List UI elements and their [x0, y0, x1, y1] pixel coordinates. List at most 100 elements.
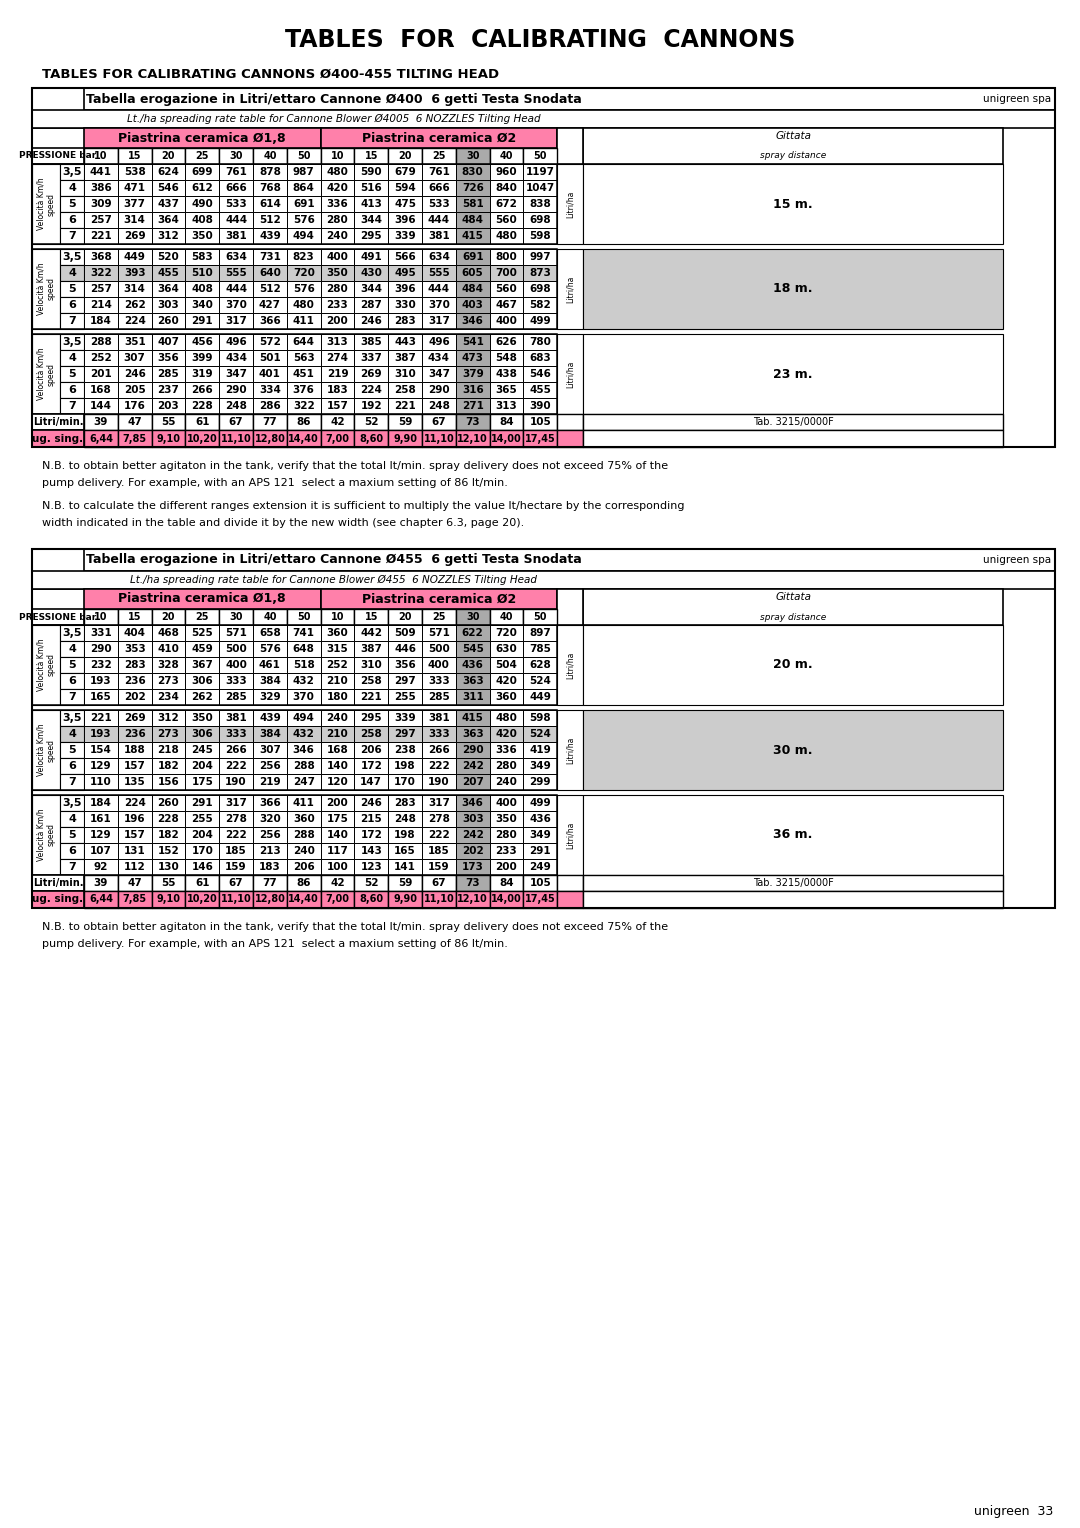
- Bar: [219, 689, 253, 704]
- Bar: [422, 180, 456, 196]
- Text: 897: 897: [529, 628, 551, 639]
- Text: 59: 59: [397, 879, 413, 888]
- Text: 512: 512: [259, 284, 281, 293]
- Bar: [118, 711, 151, 726]
- Bar: [186, 429, 219, 448]
- Bar: [583, 876, 1003, 891]
- Bar: [388, 689, 422, 704]
- Text: 442: 442: [361, 628, 382, 639]
- Text: 59: 59: [397, 417, 413, 426]
- Text: 317: 317: [225, 316, 247, 325]
- Text: 10: 10: [330, 151, 345, 160]
- Bar: [32, 711, 60, 790]
- Text: 393: 393: [124, 267, 146, 278]
- Bar: [219, 672, 253, 689]
- Text: 269: 269: [361, 368, 382, 379]
- Text: 315: 315: [326, 643, 349, 654]
- Text: 240: 240: [293, 847, 314, 856]
- Text: 252: 252: [326, 660, 349, 669]
- Text: 386: 386: [90, 183, 111, 193]
- Text: 346: 346: [293, 746, 314, 755]
- Text: 206: 206: [293, 862, 314, 872]
- Text: 496: 496: [428, 338, 449, 347]
- Bar: [32, 429, 84, 448]
- Text: 312: 312: [158, 231, 179, 241]
- Text: 461: 461: [259, 660, 281, 669]
- Text: 363: 363: [462, 729, 484, 740]
- Bar: [557, 163, 583, 244]
- Text: 624: 624: [158, 167, 179, 177]
- Bar: [287, 148, 321, 163]
- Text: 333: 333: [428, 729, 449, 740]
- Bar: [354, 429, 388, 448]
- Bar: [489, 610, 524, 625]
- Bar: [32, 891, 84, 908]
- Bar: [489, 657, 524, 672]
- Bar: [321, 876, 354, 891]
- Text: 350: 350: [191, 714, 213, 723]
- Bar: [84, 672, 118, 689]
- Bar: [524, 859, 557, 876]
- Text: 581: 581: [462, 199, 484, 209]
- Bar: [84, 249, 118, 264]
- Text: 200: 200: [496, 862, 517, 872]
- Text: 838: 838: [529, 199, 551, 209]
- Text: 172: 172: [361, 761, 382, 772]
- Bar: [456, 414, 489, 429]
- Bar: [388, 743, 422, 758]
- Bar: [557, 128, 583, 163]
- Text: 538: 538: [124, 167, 146, 177]
- Text: 9,90: 9,90: [393, 894, 417, 905]
- Bar: [60, 657, 84, 672]
- Text: 411: 411: [293, 316, 314, 325]
- Bar: [422, 726, 456, 743]
- Bar: [84, 891, 118, 908]
- Text: 785: 785: [529, 643, 551, 654]
- Bar: [287, 163, 321, 180]
- Text: 379: 379: [462, 368, 484, 379]
- Text: 439: 439: [259, 714, 281, 723]
- Bar: [253, 196, 287, 212]
- Bar: [388, 891, 422, 908]
- Text: 314: 314: [124, 284, 146, 293]
- Text: 555: 555: [226, 267, 247, 278]
- Text: 640: 640: [259, 267, 281, 278]
- Text: 120: 120: [326, 778, 349, 787]
- Text: 9,90: 9,90: [393, 434, 417, 443]
- Bar: [253, 296, 287, 313]
- Bar: [287, 859, 321, 876]
- Text: 344: 344: [361, 215, 382, 225]
- Text: 5: 5: [68, 199, 76, 209]
- Bar: [456, 657, 489, 672]
- Bar: [489, 625, 524, 642]
- Text: 473: 473: [461, 353, 484, 364]
- Text: 385: 385: [361, 338, 382, 347]
- Text: Piastrina ceramica Ø1,8: Piastrina ceramica Ø1,8: [119, 593, 286, 605]
- Bar: [524, 212, 557, 228]
- Text: 10: 10: [94, 151, 108, 160]
- Bar: [557, 795, 583, 876]
- Bar: [422, 296, 456, 313]
- Text: 370: 370: [293, 692, 314, 701]
- Text: 50: 50: [297, 613, 310, 622]
- Bar: [84, 367, 118, 382]
- Text: 494: 494: [293, 231, 314, 241]
- Text: 499: 499: [529, 316, 551, 325]
- Text: 25: 25: [432, 151, 446, 160]
- Bar: [151, 148, 186, 163]
- Bar: [219, 296, 253, 313]
- Bar: [489, 313, 524, 329]
- Bar: [422, 382, 456, 397]
- Text: 560: 560: [496, 215, 517, 225]
- Text: 285: 285: [158, 368, 179, 379]
- Text: 221: 221: [90, 231, 111, 241]
- Text: 278: 278: [225, 814, 247, 824]
- Bar: [287, 610, 321, 625]
- Text: 396: 396: [394, 215, 416, 225]
- Text: 420: 420: [496, 729, 517, 740]
- Bar: [84, 843, 118, 859]
- Bar: [354, 296, 388, 313]
- Text: 572: 572: [259, 338, 281, 347]
- Text: unigreen spa: unigreen spa: [983, 95, 1051, 104]
- Text: 720: 720: [496, 628, 517, 639]
